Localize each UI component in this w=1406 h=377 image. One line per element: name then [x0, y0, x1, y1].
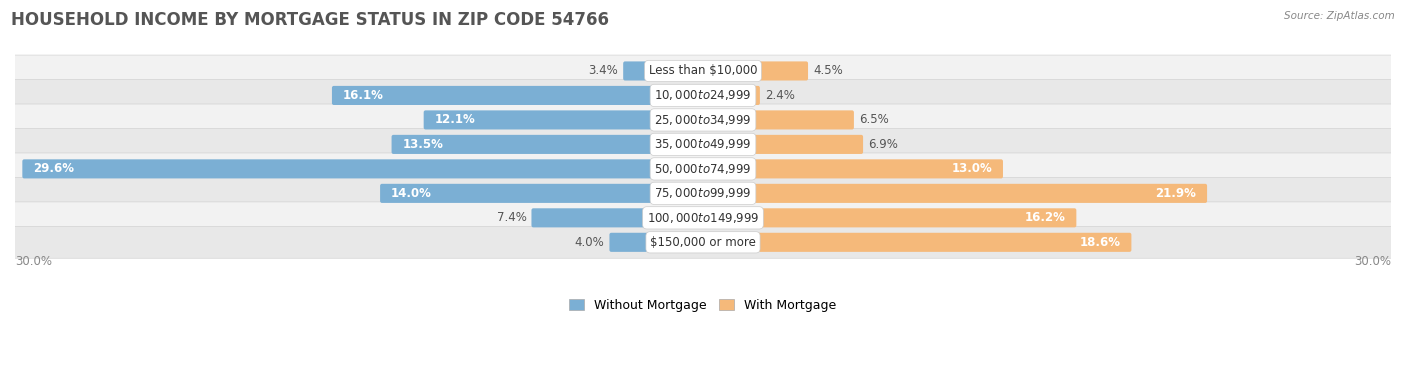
FancyBboxPatch shape [702, 159, 1002, 178]
Text: 14.0%: 14.0% [391, 187, 432, 200]
FancyBboxPatch shape [702, 61, 808, 81]
Text: 13.0%: 13.0% [952, 162, 993, 175]
Text: $50,000 to $74,999: $50,000 to $74,999 [654, 162, 752, 176]
FancyBboxPatch shape [7, 104, 1399, 136]
Text: $75,000 to $99,999: $75,000 to $99,999 [654, 186, 752, 200]
FancyBboxPatch shape [7, 129, 1399, 160]
FancyBboxPatch shape [7, 202, 1399, 234]
FancyBboxPatch shape [332, 86, 704, 105]
FancyBboxPatch shape [7, 80, 1399, 111]
FancyBboxPatch shape [531, 208, 704, 227]
Text: $100,000 to $149,999: $100,000 to $149,999 [647, 211, 759, 225]
Text: Source: ZipAtlas.com: Source: ZipAtlas.com [1284, 11, 1395, 21]
FancyBboxPatch shape [702, 135, 863, 154]
Text: 7.4%: 7.4% [496, 211, 526, 224]
Text: 6.9%: 6.9% [868, 138, 898, 151]
FancyBboxPatch shape [702, 233, 1132, 252]
Text: $10,000 to $24,999: $10,000 to $24,999 [654, 89, 752, 103]
FancyBboxPatch shape [22, 159, 704, 178]
Text: 6.5%: 6.5% [859, 113, 889, 126]
Text: 16.1%: 16.1% [343, 89, 384, 102]
Legend: Without Mortgage, With Mortgage: Without Mortgage, With Mortgage [562, 293, 844, 319]
Text: $35,000 to $49,999: $35,000 to $49,999 [654, 137, 752, 152]
Text: 21.9%: 21.9% [1156, 187, 1197, 200]
FancyBboxPatch shape [423, 110, 704, 129]
Text: $150,000 or more: $150,000 or more [650, 236, 756, 249]
Text: HOUSEHOLD INCOME BY MORTGAGE STATUS IN ZIP CODE 54766: HOUSEHOLD INCOME BY MORTGAGE STATUS IN Z… [11, 11, 609, 29]
Text: 29.6%: 29.6% [34, 162, 75, 175]
Text: 4.0%: 4.0% [575, 236, 605, 249]
Text: 2.4%: 2.4% [765, 89, 794, 102]
Text: Less than $10,000: Less than $10,000 [648, 64, 758, 77]
Text: 4.5%: 4.5% [813, 64, 842, 77]
FancyBboxPatch shape [702, 110, 853, 129]
FancyBboxPatch shape [7, 227, 1399, 258]
Text: 30.0%: 30.0% [15, 255, 52, 268]
Text: 30.0%: 30.0% [1354, 255, 1391, 268]
Text: $25,000 to $34,999: $25,000 to $34,999 [654, 113, 752, 127]
Text: 16.2%: 16.2% [1025, 211, 1066, 224]
Text: 13.5%: 13.5% [402, 138, 443, 151]
Text: 12.1%: 12.1% [434, 113, 475, 126]
Text: 3.4%: 3.4% [588, 64, 619, 77]
FancyBboxPatch shape [380, 184, 704, 203]
FancyBboxPatch shape [7, 153, 1399, 185]
FancyBboxPatch shape [7, 55, 1399, 87]
FancyBboxPatch shape [609, 233, 704, 252]
FancyBboxPatch shape [702, 184, 1208, 203]
FancyBboxPatch shape [623, 61, 704, 81]
FancyBboxPatch shape [7, 178, 1399, 209]
FancyBboxPatch shape [702, 208, 1077, 227]
FancyBboxPatch shape [702, 86, 759, 105]
Text: 18.6%: 18.6% [1080, 236, 1121, 249]
FancyBboxPatch shape [391, 135, 704, 154]
